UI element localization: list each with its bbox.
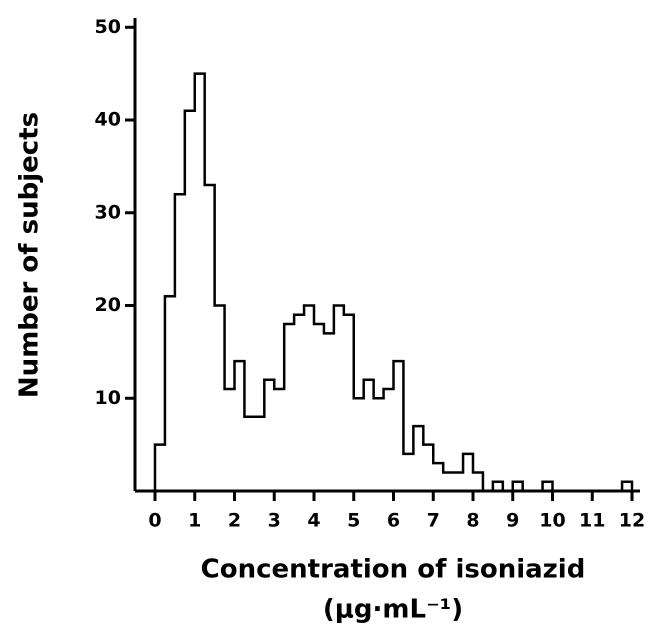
bar: [384, 389, 394, 491]
bar: [185, 111, 195, 491]
x-tick-label: 2: [228, 510, 241, 532]
bar: [394, 361, 404, 491]
x-tick-label: 9: [506, 510, 519, 532]
bar: [334, 306, 344, 491]
bar: [304, 306, 314, 491]
x-tick-label: 1: [188, 510, 201, 532]
bar: [413, 426, 423, 491]
bar: [354, 398, 364, 491]
bar: [284, 324, 294, 491]
y-tick-label: 50: [95, 16, 121, 38]
bar: [324, 333, 334, 491]
bar: [374, 398, 384, 491]
x-tick-label: 0: [148, 510, 161, 532]
bar: [235, 361, 245, 491]
x-tick-label: 12: [619, 510, 645, 532]
y-tick-label: 40: [95, 109, 121, 131]
bar: [543, 482, 553, 491]
bar: [314, 324, 324, 491]
bar: [403, 454, 413, 491]
bar: [453, 472, 463, 491]
bar: [274, 389, 284, 491]
x-axis-label-unit: (μg·mL⁻¹): [323, 595, 463, 625]
bar: [165, 296, 175, 491]
bar: [433, 463, 443, 491]
bar: [264, 380, 274, 491]
x-tick-label: 7: [427, 510, 440, 532]
bar: [254, 417, 264, 491]
bar: [215, 306, 225, 491]
y-tick-label: 30: [95, 201, 121, 223]
x-tick-label: 3: [268, 510, 281, 532]
bar: [344, 315, 354, 491]
bar: [225, 389, 235, 491]
bar: [294, 315, 304, 491]
x-tick-label: 8: [466, 510, 479, 532]
histogram-outline: [153, 72, 634, 493]
bar: [513, 482, 523, 491]
x-tick-label: 10: [539, 510, 565, 532]
bar: [195, 74, 205, 491]
y-tick-label: 20: [95, 294, 121, 316]
bar: [175, 194, 185, 491]
x-axis-label: Concentration of isoniazid: [201, 555, 586, 585]
x-tick-label: 6: [387, 510, 400, 532]
bar: [622, 482, 632, 491]
bar: [364, 380, 374, 491]
bar: [423, 445, 433, 491]
x-tick-label: 11: [579, 510, 605, 532]
bar: [155, 445, 165, 491]
bar: [205, 185, 215, 491]
y-axis-label: Number of subjects: [15, 112, 45, 398]
y-tick-label: 10: [95, 387, 121, 409]
bar: [244, 417, 254, 491]
x-tick-label: 4: [307, 510, 320, 532]
x-tick-label: 5: [347, 510, 360, 532]
bar: [463, 454, 473, 491]
bar: [443, 472, 453, 491]
bar: [493, 482, 503, 491]
bar: [473, 472, 483, 491]
